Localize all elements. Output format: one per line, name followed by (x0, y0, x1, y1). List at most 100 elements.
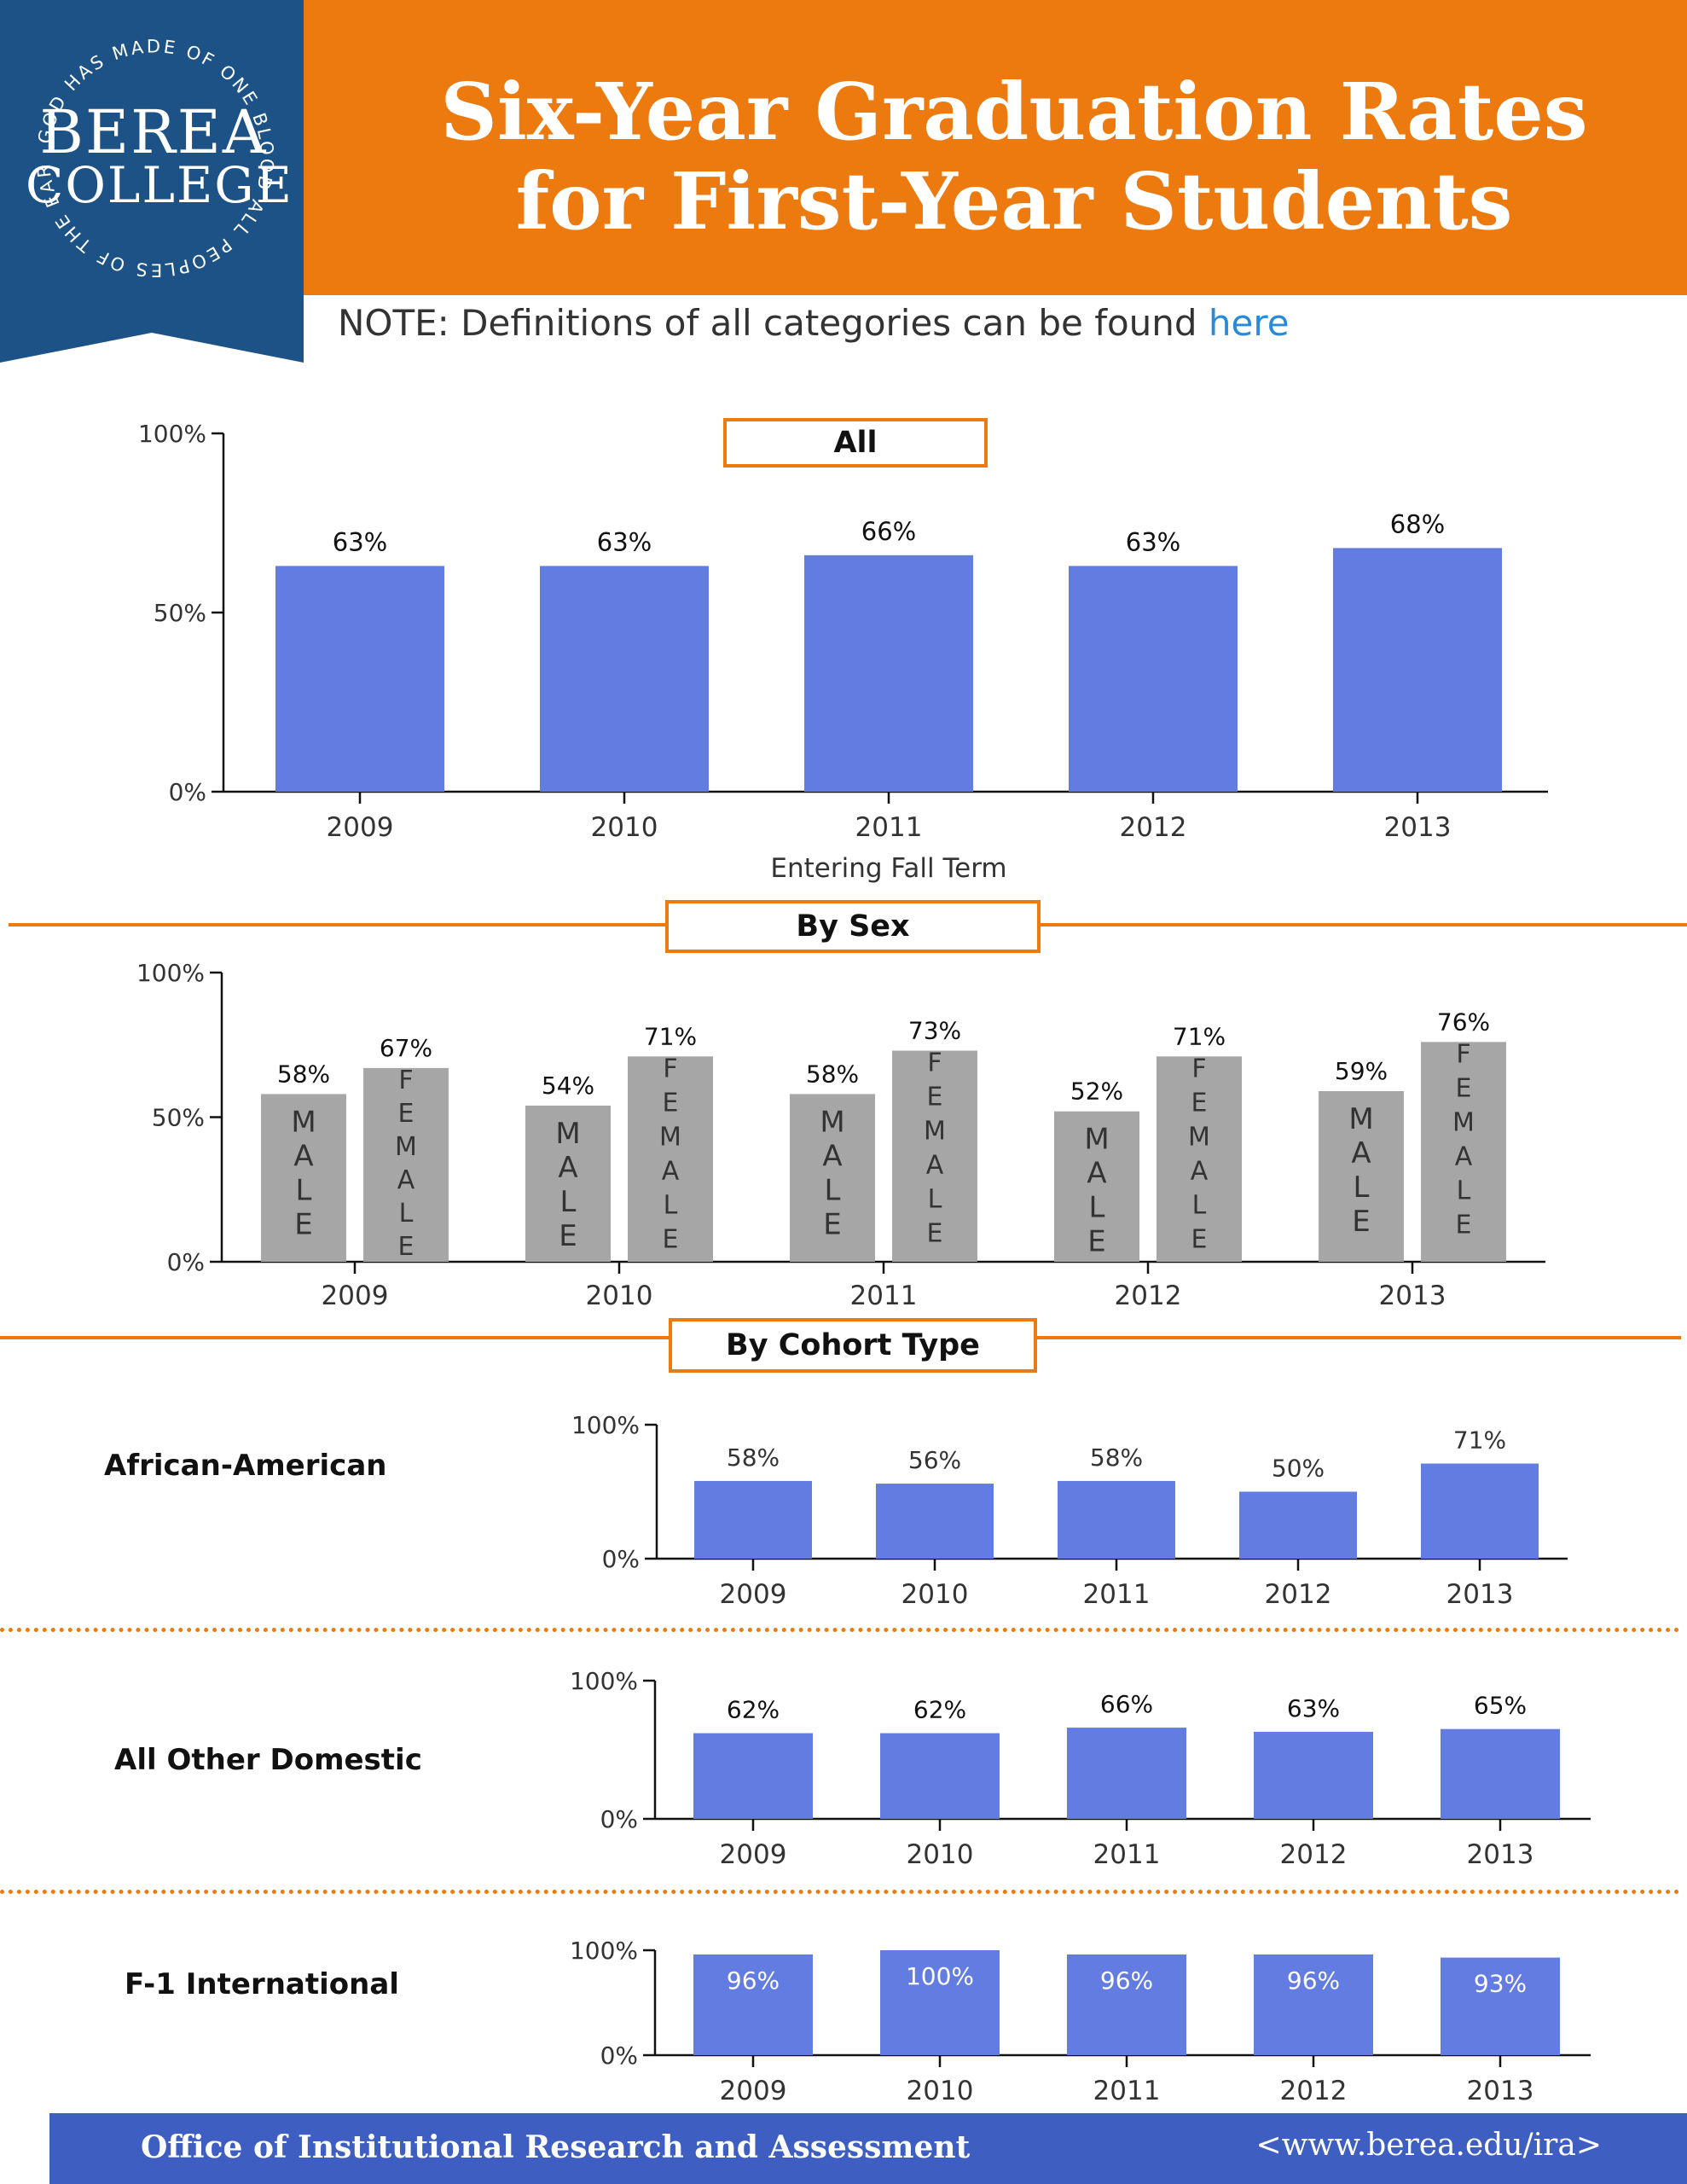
data-label: 58% (806, 1060, 859, 1088)
data-label: 96% (1100, 1966, 1153, 1995)
series-label-letter: L (1192, 1190, 1207, 1220)
series-label-letter: L (664, 1190, 678, 1220)
series-label-letter: L (928, 1185, 942, 1215)
bar (880, 1733, 1000, 1819)
x-tick-label: 2010 (907, 1839, 974, 1870)
x-tick-label: 2012 (1280, 1839, 1348, 1870)
logo-word-college: COLLEGE (26, 156, 293, 214)
bar (1067, 1728, 1186, 1819)
series-label-letter: A (822, 1139, 842, 1173)
data-label: 100% (906, 1962, 974, 1990)
series-label-letter: E (398, 1232, 415, 1262)
data-label: 63% (333, 527, 387, 556)
bar (1441, 1957, 1560, 2055)
section-label-by-sex: By Sex (665, 900, 1041, 953)
cohort-divider-1 (0, 1628, 1680, 1632)
section-divider-sex-right (1039, 923, 1687, 926)
chart-all-other-domestic: 0% 100% 2009 62% 2010 62% 2011 66% 2012 63% 2013 65… (570, 1667, 1591, 1870)
x-tick-label: 2013 (1467, 2076, 1534, 2106)
chart-all: 0% 50% 100% 2009 63% 2010 63% 2011 66% 2012 63% 201… (138, 420, 1548, 884)
bar-male (525, 1105, 611, 1262)
x-tick-label: 2010 (907, 2076, 974, 2106)
series-label-letter: E (927, 1219, 943, 1249)
bar (1058, 1480, 1175, 1559)
page-title-line-1: Six-Year Graduation Rates (440, 66, 1588, 158)
series-label-letter: L (560, 1185, 577, 1219)
data-label: 52% (1070, 1077, 1123, 1106)
series-label-letter: A (662, 1156, 680, 1186)
bar (1069, 566, 1238, 792)
bar (1239, 1491, 1357, 1559)
x-tick-label: 2013 (1379, 1281, 1446, 1311)
series-label-letter: E (398, 1099, 415, 1129)
x-tick-label: 2012 (1265, 1579, 1332, 1610)
data-label: 56% (908, 1446, 961, 1474)
series-label-letter: E (1456, 1210, 1472, 1240)
series-label-letter: E (1352, 1205, 1370, 1239)
x-tick-label: 2011 (1093, 2076, 1161, 2106)
series-label-letter: L (1089, 1191, 1105, 1225)
series-label-letter: M (1188, 1122, 1210, 1152)
chart-f1-international: 0% 100% 2009 96% 2010 100% 2011 96% 2012 96% 2013 9… (570, 1937, 1591, 2106)
x-tick-label: 2011 (855, 812, 923, 843)
data-label: 62% (727, 1696, 780, 1724)
bar-male (261, 1094, 346, 1262)
series-label-letter: M (1452, 1107, 1475, 1137)
section-label-all: All (723, 418, 988, 468)
series-label-letter: M (1348, 1102, 1373, 1136)
series-label-letter: L (1457, 1176, 1471, 1205)
series-label-letter: A (293, 1139, 313, 1173)
data-label: 96% (1287, 1966, 1340, 1995)
definitions-link[interactable]: here (1208, 302, 1290, 344)
x-tick-label: 2009 (720, 2076, 787, 2106)
bar (694, 1480, 812, 1559)
series-label-letter: E (1191, 1088, 1208, 1118)
series-label-letter: A (1087, 1157, 1106, 1191)
x-tick-label: 2013 (1467, 1839, 1534, 1870)
bar (275, 566, 444, 792)
section-divider-cohort-left (0, 1336, 672, 1339)
definitions-note: NOTE: Definitions of all categories can … (338, 302, 1290, 344)
cohort-label-all-other-domestic: All Other Domestic (114, 1743, 422, 1777)
cohort-divider-2 (0, 1890, 1680, 1894)
series-label-letter: F (398, 1066, 413, 1095)
series-label-letter: E (823, 1207, 841, 1241)
y-tick-label: 100% (570, 1937, 638, 1965)
x-tick-label: 2010 (586, 1281, 653, 1311)
data-label: 63% (1126, 527, 1180, 556)
footer-office-name: Office of Institutional Research and Ass… (141, 2129, 971, 2165)
data-label: 67% (380, 1034, 432, 1062)
series-label-letter: M (659, 1122, 681, 1152)
data-label: 71% (644, 1022, 697, 1050)
y-tick-label: 100% (136, 959, 205, 987)
x-tick-label: 2011 (1093, 1839, 1161, 1870)
series-label-letter: A (1351, 1136, 1371, 1170)
bar (880, 1950, 1000, 2055)
series-label-letter: A (926, 1151, 944, 1181)
series-label-letter: M (924, 1117, 946, 1147)
series-label-letter: F (927, 1048, 942, 1078)
bar (876, 1484, 994, 1559)
y-tick-label: 0% (167, 1248, 205, 1276)
y-tick-label: 0% (602, 1545, 640, 1573)
bar (540, 566, 709, 792)
y-tick-label: 100% (571, 1411, 640, 1439)
series-label-letter: E (663, 1224, 679, 1254)
footer-url[interactable]: <www.berea.edu/ira> (1255, 2128, 1602, 2163)
logo-badge-shape: GOD HAS MADE OF ONE BLOOD ALL PEOPLES OF… (0, 0, 304, 363)
bar-female (1157, 1056, 1242, 1262)
data-label: 96% (727, 1966, 780, 1995)
cohort-label-f1-international: F-1 International (125, 1967, 399, 2001)
series-label-letter: M (555, 1117, 580, 1151)
y-tick-label: 0% (600, 1805, 638, 1833)
y-tick-label: 50% (152, 1104, 205, 1132)
bar (1441, 1728, 1560, 1819)
data-label: 65% (1474, 1692, 1527, 1720)
chart-african-american: 0% 100% 2009 58% 2010 56% 2011 58% 2012 50% 2013 71… (571, 1411, 1568, 1610)
x-tick-label: 2012 (1280, 2076, 1348, 2106)
x-tick-label: 2009 (720, 1579, 787, 1610)
x-tick-label: 2012 (1115, 1281, 1182, 1311)
x-tick-label: 2012 (1120, 812, 1187, 843)
bar-male (790, 1094, 875, 1262)
bar (1254, 1731, 1373, 1819)
